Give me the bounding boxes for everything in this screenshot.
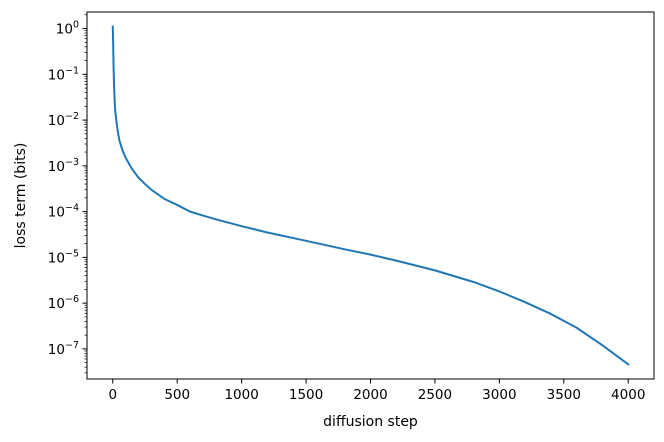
series-line — [111, 25, 630, 366]
series-layer — [111, 25, 630, 366]
x-tick-label: 3500 — [547, 387, 581, 403]
y-tick-label: 10−1 — [48, 65, 79, 83]
x-axis-ticks: 0 500 1000 1500 2000 2500 3000 3500 4000 — [108, 379, 645, 403]
y-tick-label: 10−5 — [48, 248, 79, 266]
plot-frame — [86, 11, 655, 380]
x-tick-label: 1000 — [224, 387, 258, 403]
x-tick-label: 500 — [164, 387, 190, 403]
y-axis-ticks: 100 10−1 10−2 10−3 10−4 10−5 10−6 10−7 — [48, 14, 87, 374]
x-tick-label: 1500 — [289, 387, 323, 403]
x-tick-label: 4000 — [611, 387, 645, 403]
y-tick-label: 10−7 — [48, 340, 79, 358]
y-tick-label: 10−6 — [48, 294, 79, 312]
x-tick-label: 0 — [108, 387, 117, 403]
y-tick-label: 10−3 — [48, 157, 79, 175]
x-axis-label: diffusion step — [323, 414, 418, 430]
y-tick-label: 10−2 — [48, 111, 79, 129]
x-tick-label: 3000 — [482, 387, 516, 403]
y-axis-label: loss term (bits) — [13, 143, 29, 249]
y-tick-label: 10−4 — [48, 203, 79, 221]
x-tick-label: 2500 — [418, 387, 452, 403]
x-tick-label: 2000 — [353, 387, 387, 403]
y-tick-label: 100 — [56, 20, 79, 38]
